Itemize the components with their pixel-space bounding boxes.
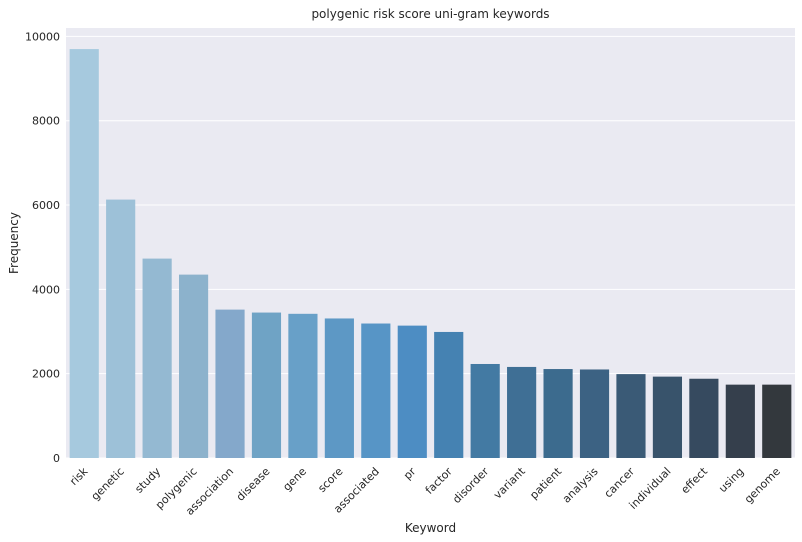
bars bbox=[69, 49, 792, 458]
y-axis-ticks: 0 2000 4000 6000 8000 10000 bbox=[25, 30, 60, 465]
bar-variant bbox=[507, 366, 537, 458]
plot-area bbox=[66, 28, 795, 458]
x-tick-label: factor bbox=[423, 465, 455, 497]
y-tick-label: 4000 bbox=[32, 283, 60, 296]
bar-risk bbox=[69, 49, 99, 458]
x-axis-label: Keyword bbox=[405, 521, 456, 535]
y-tick-label: 10000 bbox=[25, 30, 60, 43]
x-tick-label: gene bbox=[280, 465, 309, 494]
bar-score bbox=[324, 318, 354, 458]
x-tick-label: using bbox=[716, 465, 746, 495]
bar-using bbox=[725, 384, 755, 458]
bar-factor bbox=[434, 331, 464, 458]
x-tick-label: genetic bbox=[89, 465, 127, 503]
x-tick-label: variant bbox=[491, 464, 528, 501]
y-tick-label: 8000 bbox=[32, 115, 60, 128]
x-tick-label: score bbox=[315, 465, 345, 495]
bar-cancer bbox=[616, 374, 646, 458]
y-tick-label: 0 bbox=[53, 452, 60, 465]
x-tick-label: pr bbox=[401, 465, 419, 483]
bar-analysis bbox=[579, 369, 610, 458]
x-tick-label: study bbox=[132, 465, 163, 496]
x-tick-label: risk bbox=[67, 464, 91, 488]
x-tick-label: effect bbox=[679, 464, 711, 496]
bar-effect bbox=[689, 378, 719, 458]
bar-pr bbox=[397, 325, 427, 458]
bar-disorder bbox=[470, 363, 500, 458]
y-axis-label: Frequency bbox=[7, 212, 21, 274]
bar-associated bbox=[361, 323, 391, 458]
bar-study bbox=[142, 258, 172, 458]
bar-genome bbox=[762, 384, 792, 458]
bar-disease bbox=[251, 312, 282, 458]
x-tick-label: cancer bbox=[602, 465, 638, 501]
bar-gene bbox=[288, 313, 318, 458]
x-tick-label: genome bbox=[742, 465, 783, 506]
bar-genetic bbox=[106, 199, 136, 458]
bar-patient bbox=[543, 369, 573, 458]
chart-title: polygenic risk score uni-gram keywords bbox=[311, 7, 549, 21]
bar-polygenic bbox=[178, 274, 209, 458]
x-tick-label: analysis bbox=[560, 465, 601, 506]
y-tick-label: 6000 bbox=[32, 199, 60, 212]
bar-individual bbox=[652, 376, 683, 458]
x-tick-label: disease bbox=[234, 465, 273, 504]
y-tick-label: 2000 bbox=[32, 368, 60, 381]
x-tick-label: disorder bbox=[450, 465, 491, 506]
bar-association bbox=[215, 309, 245, 458]
